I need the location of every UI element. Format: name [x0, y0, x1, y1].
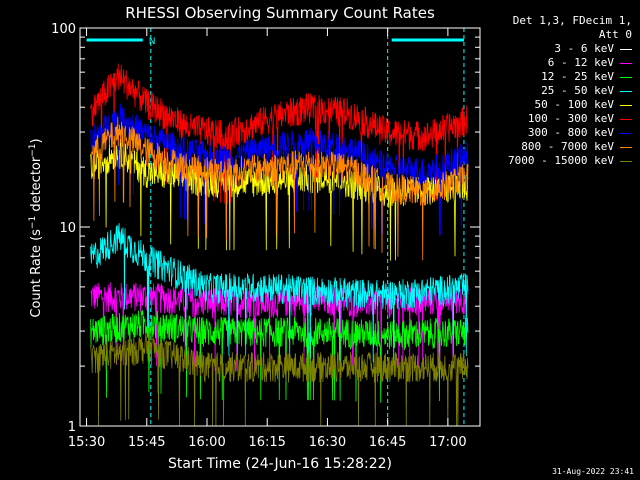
legend-label: 100 - 300 keV: [527, 112, 614, 125]
legend-swatch: [620, 48, 632, 50]
flag-bar-label-0: N: [149, 37, 156, 47]
legend-swatch: [620, 146, 632, 148]
legend-swatch: [620, 132, 632, 134]
legend-label: 800 - 7000 keV: [521, 140, 614, 153]
series-7-line: [90, 116, 469, 261]
legend-label: 300 - 800 keV: [527, 126, 614, 139]
series-2-line: [90, 310, 469, 403]
x-tick-label-2: 16:00: [188, 435, 225, 450]
legend-label: 7000 - 15000 keV: [508, 154, 614, 167]
plot-layer: N 15:30 15:45 16:00 16:15 16:30 16:45 17:00 1 10 1…: [51, 22, 480, 450]
legend-entry: 300 - 800 keV: [482, 126, 632, 140]
y-tick-label-1: 10: [59, 221, 76, 236]
series-6-line: [90, 103, 469, 236]
x-axis-label: Start Time (24-Jun-16 15:28:22): [168, 456, 392, 472]
y-axis-label-main: Count Rate (s: [29, 229, 44, 318]
plot-frame: [79, 27, 481, 427]
legend-label: 50 - 100 keV: [534, 98, 614, 111]
y-axis-label-group: Count Rate (s−1 detector−1): [28, 138, 44, 317]
chart-title: RHESSI Observing Summary Count Rates: [125, 4, 435, 22]
series-5-line: [90, 63, 469, 204]
x-tick-label-0: 15:30: [68, 435, 105, 450]
legend-header-line2: Att 0: [598, 28, 632, 41]
legend-entry: 50 - 100 keV: [482, 98, 632, 112]
legend-rows: 3 - 6 keV 6 - 12 keV 12 - 25 keV 25 - 50 ke…: [482, 42, 632, 168]
legend-entry: 12 - 25 keV: [482, 70, 632, 84]
y-axis-label-exp2: −1: [28, 143, 38, 156]
legend-label: 3 - 6 keV: [554, 42, 614, 55]
legend: Det 1,3, FDecim 1, Att 0 3 - 6 keV 6 - 12…: [482, 14, 632, 168]
legend-entry: 100 - 300 keV: [482, 112, 632, 126]
series-8-line: [90, 333, 469, 427]
legend-label: 12 - 25 keV: [541, 70, 614, 83]
legend-entry: 25 - 50 keV: [482, 84, 632, 98]
legend-swatch: [620, 62, 632, 64]
legend-swatch: [620, 118, 632, 120]
y-axis-label-exp: −1: [28, 216, 38, 229]
legend-entry: 6 - 12 keV: [482, 56, 632, 70]
legend-entry: 3 - 6 keV: [482, 42, 632, 56]
timestamp: 31-Aug-2022 23:41: [552, 467, 634, 476]
legend-swatch: [620, 90, 632, 92]
y-axis-label-close: ): [29, 138, 44, 143]
x-tick-label-1: 15:45: [128, 435, 165, 450]
legend-swatch: [620, 76, 632, 78]
x-tick-label-5: 16:45: [369, 435, 406, 450]
legend-entry: 7000 - 15000 keV: [482, 154, 632, 168]
legend-swatch: [620, 104, 632, 106]
y-axis-label-tail: detector: [29, 156, 44, 216]
x-tick-label-3: 16:15: [248, 435, 285, 450]
x-tick-label-4: 16:30: [309, 435, 346, 450]
legend-label: 6 - 12 keV: [547, 56, 614, 69]
legend-entry: 800 - 7000 keV: [482, 140, 632, 154]
y-tick-label-0: 1: [68, 420, 76, 435]
series-3-line: [90, 223, 469, 363]
x-tick-label-6: 17:00: [429, 435, 466, 450]
legend-header-line1: Det 1,3, FDecim 1,: [512, 14, 632, 27]
y-axis-label: Count Rate (s−1 detector−1): [28, 138, 44, 317]
legend-label: 25 - 50 keV: [541, 84, 614, 97]
legend-swatch: [620, 160, 632, 162]
y-tick-label-2: 100: [51, 22, 76, 37]
